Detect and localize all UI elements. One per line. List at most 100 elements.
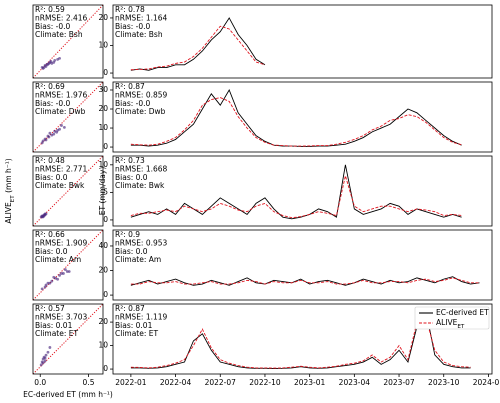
annotation: Climate: Dwb — [35, 107, 86, 116]
annotation: R²: 0.48 — [35, 156, 65, 165]
annotation: R²: 0.9 — [115, 230, 140, 239]
axes-frame — [112, 155, 493, 227]
one-to-one-line — [32, 81, 104, 153]
scatter-point — [52, 60, 56, 64]
annotation: Bias: -0.0 — [115, 99, 151, 108]
y-tick-label: 20 — [98, 104, 108, 113]
x-tick-label: 2023-04 — [339, 378, 371, 387]
annotation: Bias: 0.01 — [115, 321, 153, 330]
scatter-point — [48, 131, 52, 135]
scatter-point — [56, 277, 60, 281]
y-tick-label: 5 — [103, 187, 108, 196]
axes-frame — [112, 81, 493, 153]
annotation: nRMSE: 1.668 — [115, 164, 168, 173]
x-tick-label: 2024-01 — [473, 378, 500, 387]
scatter-point — [60, 272, 63, 275]
annotation: R²: 0.57 — [35, 304, 65, 313]
legend-label: EC-derived ET — [436, 308, 489, 317]
x-tick-label: 2023-10 — [428, 378, 460, 387]
scatter-point — [49, 59, 53, 63]
scatter-point — [65, 270, 69, 273]
annotation: R²: 0.87 — [115, 304, 145, 313]
axes-frame — [32, 229, 104, 301]
annotation: nRMSE: 0.859 — [115, 90, 168, 99]
annotation: Bias: 0.0 — [115, 173, 148, 182]
x-tick-label: 2023-07 — [383, 378, 415, 387]
y-tick-label: 0 — [103, 215, 108, 224]
y-tick-label: 20 — [98, 13, 108, 22]
scatter-point — [47, 135, 51, 139]
series-line — [130, 316, 471, 369]
annotation: Bias: -0.0 — [115, 22, 151, 31]
scatter-point — [43, 356, 47, 360]
annotation: R²: 0.73 — [115, 156, 145, 165]
one-to-one-line — [32, 303, 104, 375]
x-tick-label: 2022-07 — [205, 378, 237, 387]
series-line — [130, 276, 480, 286]
annotation: Bias: 0.01 — [35, 321, 73, 330]
y-tick-label: 10 — [98, 40, 108, 49]
y-tick-label: 10 — [98, 160, 108, 169]
scatter-point — [52, 275, 56, 279]
y-tick-label: 20 — [98, 266, 108, 275]
scatter-point — [48, 346, 52, 349]
series-line — [130, 88, 462, 147]
scatter-point — [58, 56, 61, 60]
axes-frame — [112, 303, 493, 375]
annotation: R²: 0.66 — [35, 230, 65, 239]
annotation: R²: 0.87 — [115, 82, 145, 91]
scatter-point — [46, 281, 50, 285]
x-tick-label: 2022-10 — [249, 378, 281, 387]
annotation: Climate: Am — [35, 255, 81, 264]
axes-frame — [112, 4, 493, 79]
scatter-point — [50, 279, 54, 283]
y-tick-label: 40 — [98, 241, 108, 250]
scatter-point — [44, 138, 48, 142]
scatter-point — [62, 272, 65, 275]
annotation: R²: 0.78 — [115, 5, 145, 14]
scatter-point — [48, 281, 52, 285]
scatter-point — [63, 268, 67, 271]
axes-frame — [112, 229, 493, 301]
y-axis-label: ET (mm/day) — [98, 167, 107, 216]
scatter-point — [39, 363, 43, 367]
annotation: Climate: Bwk — [35, 181, 85, 190]
annotation: nRMSE: 1.976 — [35, 90, 88, 99]
scatter-point — [42, 214, 46, 218]
annotation: Bias: -0.0 — [35, 99, 71, 108]
annotation: Climate: Am — [115, 255, 161, 264]
scatter-point — [62, 125, 66, 129]
annotation: nRMSE: 1.119 — [115, 312, 168, 321]
annotation: Bias: 0.0 — [35, 173, 68, 182]
axes-frame — [32, 81, 104, 153]
scatter-point — [40, 287, 44, 291]
annotation: nRMSE: 0.953 — [115, 238, 168, 247]
series-line — [130, 25, 266, 71]
annotation: Climate: ET — [35, 329, 79, 338]
x-tick-label: 0.0 — [34, 378, 46, 387]
y-tick-label: 0 — [103, 142, 108, 151]
scatter-point — [41, 361, 45, 365]
scatter-point — [44, 353, 48, 357]
timeseries-panel: 0 10 20 2022-01 2022-04 2022-07 2022-10 2023-01… — [98, 303, 500, 387]
x-tick-label: 2022-04 — [160, 378, 192, 387]
annotation: R²: 0.69 — [35, 82, 65, 91]
scatter-point — [67, 270, 71, 273]
y-tick-label: 0 — [103, 68, 108, 77]
annotation: Climate: Bsh — [115, 30, 163, 39]
scatter-point — [46, 350, 50, 354]
axes-frame — [32, 155, 104, 227]
y-tick-label: 0 — [103, 290, 108, 299]
scatter-point — [60, 124, 63, 127]
axes-frame — [32, 4, 104, 79]
scatter-point — [58, 273, 61, 277]
annotation: Climate: Dwb — [115, 107, 166, 116]
x-axis-label: EC-derived ET (mm h⁻¹) — [23, 390, 113, 399]
annotation: Bias: -0.0 — [35, 22, 71, 31]
annotation: nRMSE: 3.703 — [35, 312, 88, 321]
